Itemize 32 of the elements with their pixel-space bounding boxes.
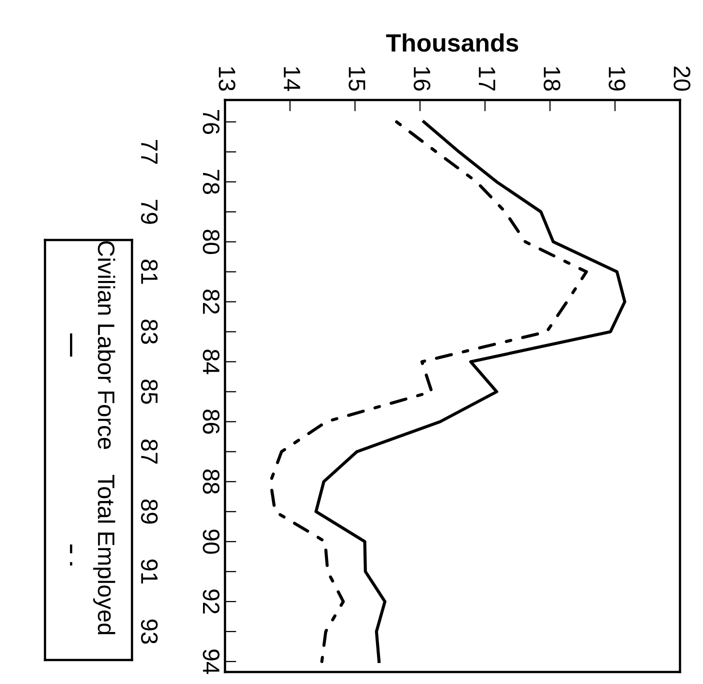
y2-tick-label: 79 bbox=[140, 200, 158, 224]
x-tick-label: 18 bbox=[544, 67, 560, 91]
y-tick-label: 90 bbox=[202, 530, 220, 554]
y-tick-label: 92 bbox=[202, 590, 220, 614]
x-axis-title: Thousands bbox=[386, 33, 518, 52]
x-tick-label: 13 bbox=[218, 67, 236, 91]
x-tick-label: 14 bbox=[284, 67, 300, 91]
y2-tick-label: 93 bbox=[140, 620, 158, 644]
y-tick-label: 82 bbox=[202, 290, 220, 314]
x-tick-label: 16 bbox=[414, 67, 430, 91]
y-tick-label: 86 bbox=[202, 410, 220, 434]
y2-tick-label: 81 bbox=[140, 260, 158, 284]
x-tick-label: 15 bbox=[348, 67, 366, 91]
line-series bbox=[268, 120, 588, 664]
y-tick-label: 94 bbox=[202, 649, 220, 674]
y-tick-label: 78 bbox=[202, 170, 220, 194]
y-tick-label: 88 bbox=[202, 470, 220, 494]
legend-label: Total Employed bbox=[93, 474, 116, 634]
x-tick-label: 20 bbox=[674, 66, 690, 91]
y-tick-label: 80 bbox=[202, 230, 220, 254]
x-tick-label: 19 bbox=[608, 67, 626, 91]
legend-label: Civilian Labor Force bbox=[98, 241, 116, 449]
y-tick-label: 84 bbox=[202, 350, 220, 374]
y2-tick-label: 89 bbox=[140, 500, 158, 524]
y-tick-label: 76 bbox=[202, 110, 220, 134]
y2-tick-label: 83 bbox=[140, 320, 158, 344]
x-tick-label: 17 bbox=[478, 67, 496, 90]
y2-tick-label: 85 bbox=[140, 380, 158, 404]
y2-tick-label: 91 bbox=[140, 560, 158, 584]
y2-tick-label: 87 bbox=[140, 440, 158, 464]
y2-tick-label: 77 bbox=[141, 140, 158, 164]
line-series bbox=[314, 120, 626, 664]
